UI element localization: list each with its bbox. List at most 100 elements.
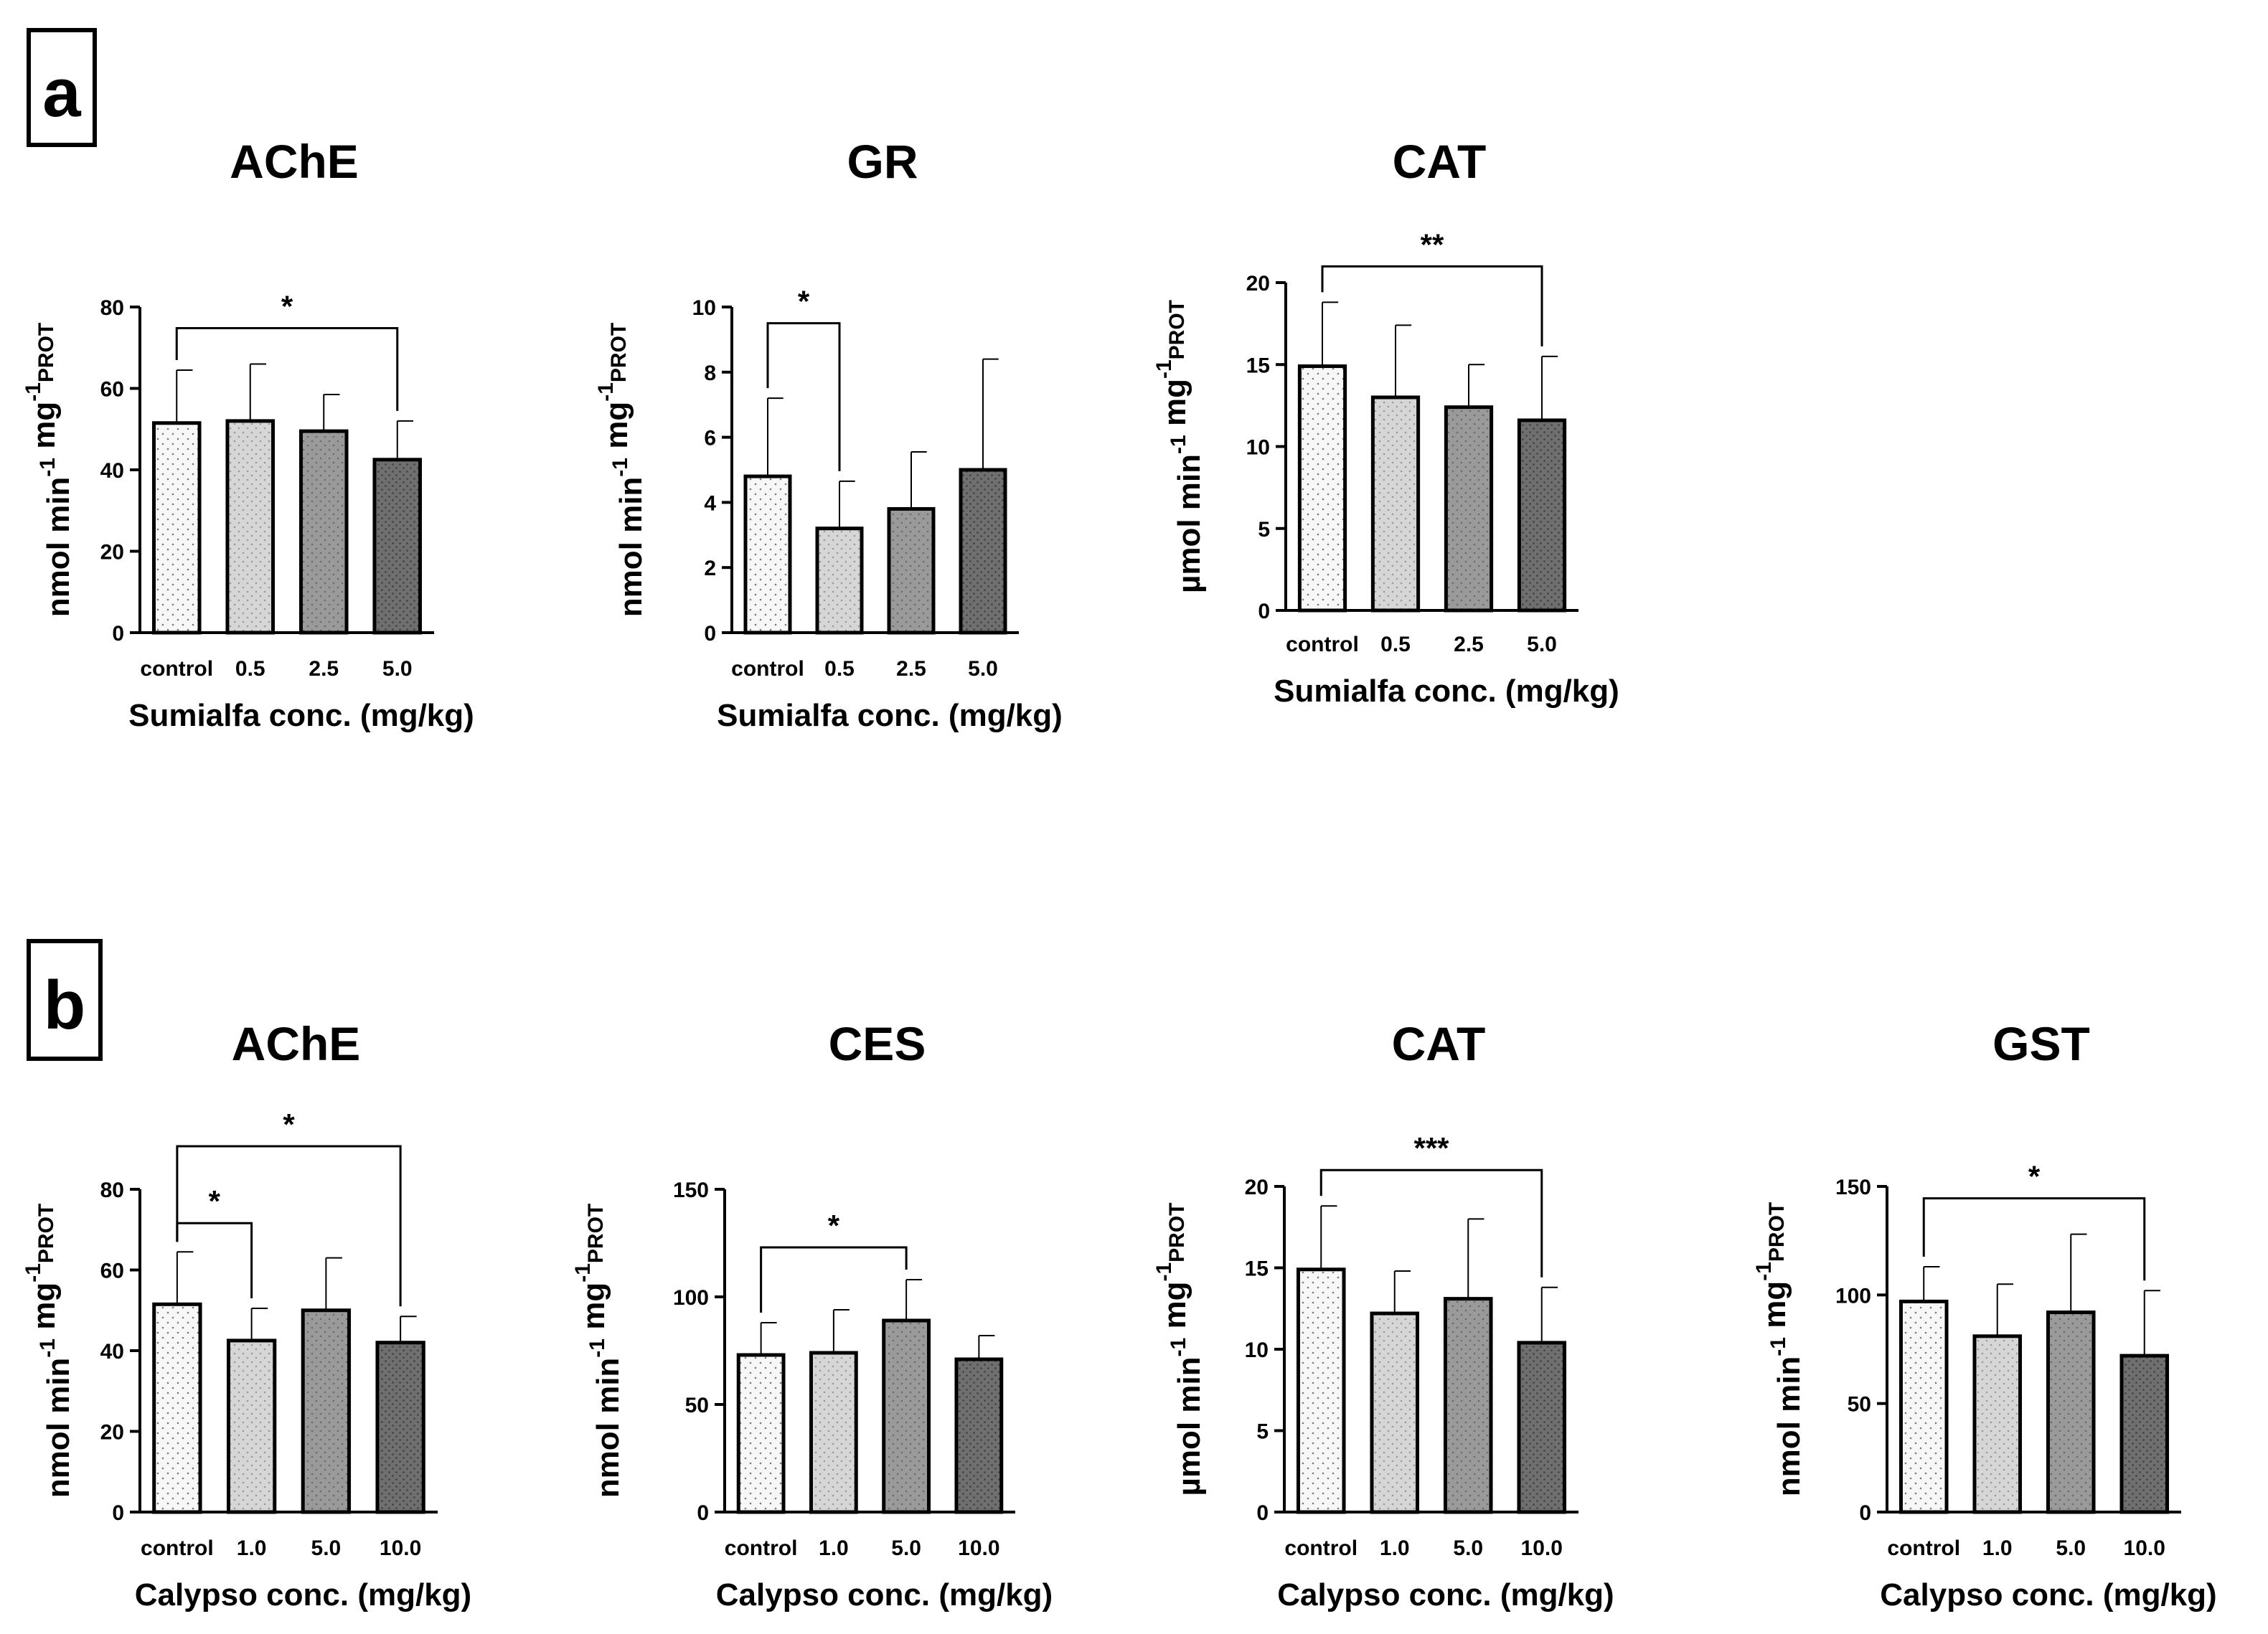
bar-5.0 <box>372 458 423 635</box>
chart-title: AChE <box>232 1017 361 1070</box>
bar-5.0 <box>2046 1310 2096 1514</box>
bar-5.0 <box>301 1308 352 1514</box>
significance-label: * <box>828 1209 840 1242</box>
bar-2.5 <box>1444 405 1494 613</box>
x-tick-label: 0.5 <box>824 657 855 681</box>
x-tick-label: 2.5 <box>309 657 339 681</box>
y-tick-label: 0 <box>1256 1501 1269 1525</box>
x-tick-label: control <box>731 657 804 681</box>
chart-0-ache: AChE 0 20 40 60 80 control 0.5 2.5 5.0 * Sumialfa c… <box>22 135 474 733</box>
chart-2-cat: CAT 0 5 10 15 20 control 0.5 2.5 5.0 ** Sumialfa co… <box>1152 135 1619 709</box>
bar-control <box>151 421 202 635</box>
x-axis-label: Calypso conc. (mg/kg) <box>716 1577 1053 1612</box>
y-axis-label: nmol min-1 mg-1PROT <box>22 1204 76 1498</box>
significance-label: * <box>2028 1160 2041 1194</box>
bar-control <box>152 1302 202 1514</box>
x-tick-label: control <box>725 1536 798 1560</box>
x-tick-label: 5.0 <box>1527 633 1557 656</box>
y-tick-label: 80 <box>100 296 124 320</box>
x-tick-label: 10.0 <box>958 1536 999 1560</box>
significance-bracket: * <box>175 289 399 411</box>
chart-4-ces: CES 0 50 100 150 control 1.0 5.0 10.0 * Calypso co… <box>571 1017 1053 1612</box>
bar-5.0 <box>1517 418 1567 613</box>
y-axis-label: nmol min-1 mg-1PROT <box>594 323 649 618</box>
x-axis-label: Calypso conc. (mg/kg) <box>1880 1577 2216 1612</box>
y-tick-label: 20 <box>1245 1176 1269 1199</box>
y-tick-label: 0 <box>112 1501 124 1525</box>
y-tick-label: 50 <box>685 1394 709 1417</box>
chart-5-cat: CAT 0 5 10 15 20 control 1.0 5.0 10.0 *** Calypso c… <box>1152 1017 1614 1612</box>
y-tick-label: 0 <box>112 622 124 646</box>
y-tick-label: 10 <box>1246 436 1270 460</box>
y-axis-label: nmol min-1 mg-1PROT <box>1752 1202 1807 1497</box>
bar-control <box>1296 1267 1346 1514</box>
y-tick-label: 80 <box>100 1179 124 1202</box>
significance-bracket: * <box>1922 1160 2146 1281</box>
bar-5.0 <box>1443 1297 1493 1514</box>
x-tick-label: 2.5 <box>896 657 926 681</box>
bar-control <box>1898 1299 1949 1514</box>
significance-bracket: *** <box>1319 1131 1543 1278</box>
y-tick-label: 10 <box>692 296 716 320</box>
x-tick-label: 10.0 <box>2124 1536 2165 1560</box>
y-tick-label: 150 <box>1835 1176 1871 1199</box>
x-tick-label: 5.0 <box>891 1536 921 1560</box>
bar-10.0 <box>1517 1341 1567 1514</box>
significance-label: *** <box>1413 1131 1449 1165</box>
y-axis-label: µmol min-1 mg-1PROT <box>1152 300 1207 593</box>
panel-b-label: b <box>27 939 103 1061</box>
x-tick-label: 0.5 <box>1380 633 1411 656</box>
bar-10.0 <box>2119 1354 2170 1514</box>
bracket-line <box>766 322 841 471</box>
x-tick-label: 2.5 <box>1454 633 1484 656</box>
x-axis-label: Calypso conc. (mg/kg) <box>1277 1577 1614 1612</box>
y-tick-label: 40 <box>100 1340 124 1364</box>
significance-label: * <box>798 285 810 318</box>
significance-label: * <box>283 1108 295 1141</box>
bar-0.5 <box>815 526 864 635</box>
bar-5.0 <box>959 468 1007 635</box>
bracket-line <box>175 326 399 411</box>
bar-5.0 <box>882 1318 931 1514</box>
x-tick-label: 5.0 <box>311 1536 342 1560</box>
y-tick-label: 50 <box>1848 1393 1871 1417</box>
y-tick-label: 100 <box>1835 1284 1871 1308</box>
y-tick-label: 20 <box>100 541 124 565</box>
bar-10.0 <box>954 1357 1004 1514</box>
y-tick-label: 150 <box>673 1179 709 1202</box>
x-tick-label: control <box>1284 1536 1357 1560</box>
y-tick-label: 5 <box>1256 1420 1269 1444</box>
bracket-line <box>1321 265 1543 346</box>
y-tick-label: 20 <box>1246 272 1270 296</box>
chart-6-gst: GST 0 50 100 150 control 1.0 5.0 10.0 * Calypso co… <box>1752 1017 2217 1612</box>
panel-b-letter: b <box>44 967 86 1044</box>
y-tick-label: 0 <box>697 1501 709 1525</box>
panel-a-letter: a <box>42 55 81 131</box>
x-tick-label: 1.0 <box>1982 1536 2013 1560</box>
x-tick-label: control <box>140 657 213 681</box>
significance-bracket: * <box>176 1184 253 1298</box>
panel-a-box <box>27 28 97 147</box>
x-tick-label: 5.0 <box>968 657 998 681</box>
bar-2.5 <box>887 506 936 635</box>
y-tick-label: 2 <box>704 557 716 580</box>
y-tick-label: 4 <box>704 491 716 515</box>
x-axis-label: Sumialfa conc. (mg/kg) <box>1274 674 1619 709</box>
x-axis-label: Sumialfa conc. (mg/kg) <box>128 698 474 733</box>
y-tick-label: 15 <box>1246 354 1270 377</box>
x-tick-label: 5.0 <box>2056 1536 2086 1560</box>
y-tick-label: 0 <box>704 622 716 646</box>
x-tick-label: 1.0 <box>819 1536 849 1560</box>
y-tick-label: 100 <box>673 1286 709 1310</box>
bar-1.0 <box>1972 1334 2023 1514</box>
chart-title: AChE <box>230 135 359 188</box>
chart-title: CAT <box>1393 135 1487 188</box>
x-tick-label: 1.0 <box>237 1536 267 1560</box>
bar-2.5 <box>298 429 349 635</box>
x-tick-label: 10.0 <box>1521 1536 1563 1560</box>
chart-title: GR <box>847 135 918 188</box>
y-tick-label: 60 <box>100 1260 124 1283</box>
significance-label: ** <box>1421 227 1444 261</box>
x-tick-label: 1.0 <box>1380 1536 1410 1560</box>
